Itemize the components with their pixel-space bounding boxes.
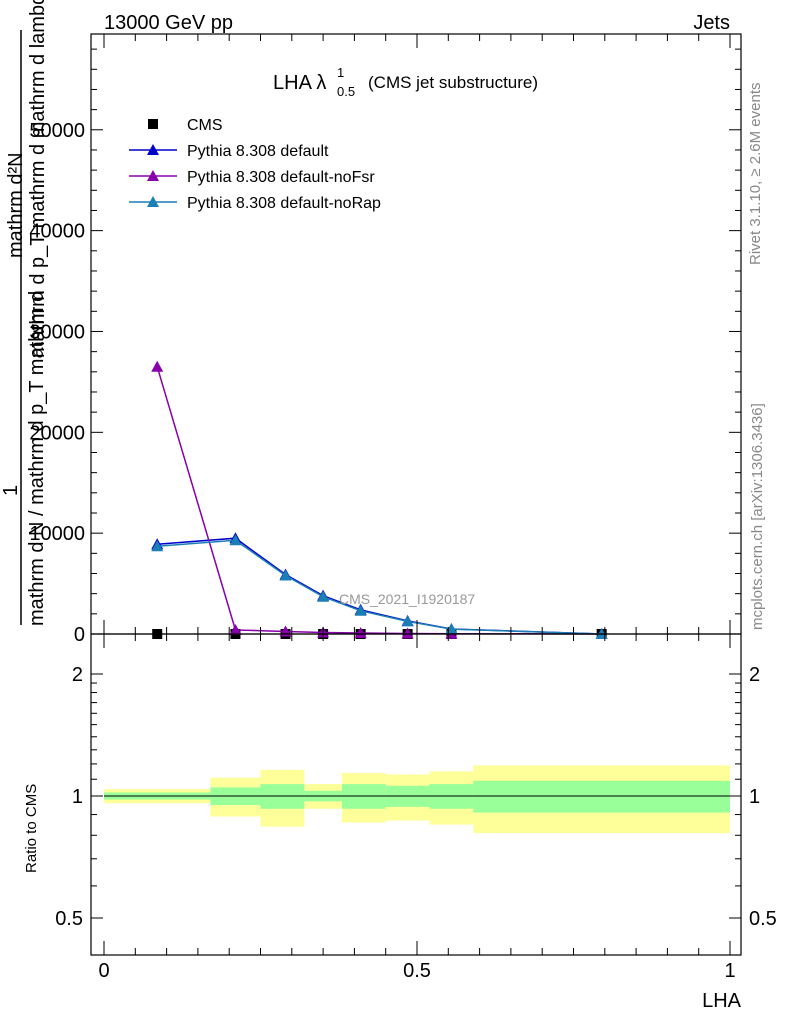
data-point	[229, 534, 242, 546]
ratio-ylabel: Ratio to CMS	[23, 784, 40, 873]
ratio-tick-label: 0.5	[55, 908, 83, 930]
y-tick-label: 10000	[29, 523, 85, 545]
y-tick-label: 0	[74, 624, 85, 646]
legend-entry: Pythia 8.308 default-noRap	[129, 195, 381, 212]
data-point	[354, 604, 367, 616]
ratio-tick-label-right: 2	[749, 664, 760, 686]
x-tick-label: 0.5	[403, 960, 431, 982]
labels: 13000 GeV pp Jets Rivet 3.1.10, ≥ 2.6M e…	[0, 0, 766, 1012]
series-line	[157, 537, 602, 635]
chart-title: LHA λ 1 0.5 (CMS jet substructure)	[273, 65, 538, 99]
legend-entry: Pythia 8.308 default	[129, 143, 329, 160]
y-tick-label: 30000	[29, 321, 85, 343]
legend-entry: CMS	[148, 117, 223, 134]
ratio-plot-data	[104, 765, 730, 834]
x-axis-label: LHA	[702, 990, 742, 1012]
ratio-tick-label-right: 1	[749, 786, 760, 808]
y-tick-label: 50000	[29, 120, 85, 142]
data-point	[151, 540, 164, 552]
axes: 0 10000 20000 30000 40000 50000 0 0.5 1 0.5 0.5 1 1 2…	[29, 33, 777, 982]
data-point	[151, 360, 164, 372]
data-point	[401, 627, 414, 639]
rivet-label: Rivet 3.1.10, ≥ 2.6M events	[747, 83, 764, 266]
title-superscript: 1	[337, 65, 344, 80]
data-point	[401, 615, 414, 627]
ylabel-line-4: mathrm d N / mathrm d p_T mathrm d	[26, 291, 48, 626]
title-subscript: 0.5	[337, 84, 355, 99]
y-axis-label: mathrm d²N mathrm d p_T mathrm d mathrm …	[0, 0, 49, 626]
series-line	[157, 539, 602, 635]
series-1	[151, 532, 608, 639]
y-tick-label: 40000	[29, 221, 85, 243]
ratio-tick-label-right: 0.5	[749, 908, 777, 930]
ylabel-line-2: mathrm d p_T mathrm d mathrm d lambda	[27, 0, 49, 358]
green-band-bin	[473, 780, 730, 813]
header-left: 13000 GeV pp	[104, 12, 233, 34]
x-tick-label: 1	[724, 960, 735, 982]
data-point	[279, 569, 292, 581]
ylabel-line-3: 1	[0, 485, 22, 496]
series-3	[151, 534, 608, 639]
mcplots-label: mcplots.cern.ch [arXiv:1306.3436]	[749, 403, 766, 630]
legend-entry: Pythia 8.308 default-noFsr	[129, 169, 375, 186]
legend-marker	[147, 196, 159, 207]
data-point	[317, 590, 330, 602]
ylabel-line-1: mathrm d²N	[5, 152, 27, 258]
legend-label: Pythia 8.308 default	[187, 143, 329, 160]
title-suffix: (CMS jet substructure)	[368, 73, 538, 92]
ratio-plot-frame	[90, 633, 742, 956]
legend: CMS Pythia 8.308 default Pythia 8.308 defa…	[129, 117, 381, 212]
y-tick-label: 20000	[29, 422, 85, 444]
analysis-watermark: CMS_2021_I1920187	[339, 591, 475, 607]
x-tick-label: 0	[98, 960, 109, 982]
legend-label: Pythia 8.308 default-noRap	[187, 195, 381, 212]
legend-label: Pythia 8.308 default-noFsr	[187, 169, 375, 186]
ratio-tick-label: 2	[72, 664, 83, 686]
ratio-tick-label: 1	[72, 786, 83, 808]
legend-marker	[148, 119, 158, 129]
data-point	[229, 623, 242, 635]
title-main: LHA λ	[273, 72, 326, 94]
legend-label: CMS	[187, 117, 223, 134]
header-right: Jets	[693, 12, 730, 34]
data-point	[354, 626, 367, 638]
legend-marker	[147, 144, 159, 155]
legend-marker	[147, 170, 159, 181]
